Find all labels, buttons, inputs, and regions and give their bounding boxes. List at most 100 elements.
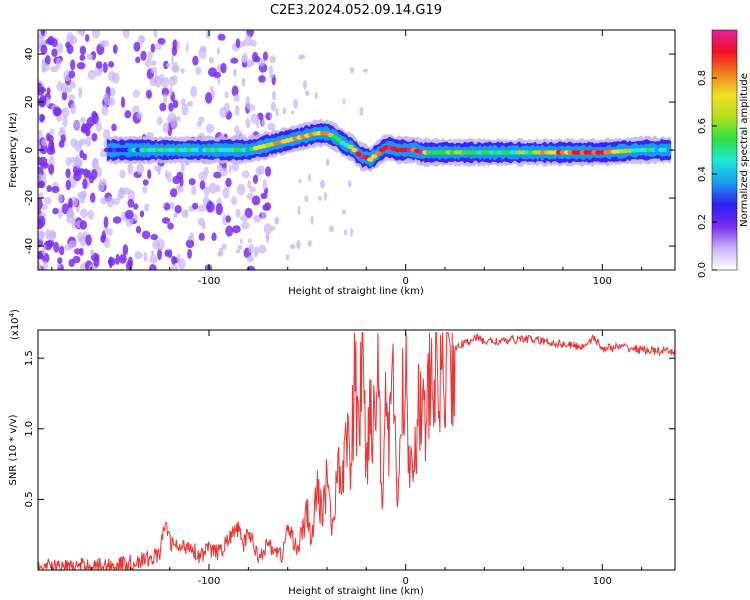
spectrogram-noise-blob	[41, 244, 46, 257]
spectrogram-noise-blob	[58, 245, 65, 256]
spectrogram-noise-blob	[250, 39, 257, 47]
spectrogram-noise-blob	[203, 186, 210, 197]
spectrogram-noise-blob	[180, 98, 186, 106]
spectrogram-noise-blob	[95, 121, 103, 132]
spectrogram-noise-blob	[61, 91, 68, 101]
spectrogram-noise-blob	[166, 63, 171, 68]
spectrogram-noise-blob	[318, 195, 322, 201]
spectrogram-ridge-cell	[347, 144, 354, 149]
spectrogram-noise-blob	[198, 47, 207, 59]
spectrogram-noise-blob	[118, 254, 127, 264]
spectrogram-noise-blob	[256, 118, 260, 129]
spectrogram-noise-blob	[38, 180, 45, 189]
spectrogram-noise-blob	[185, 209, 189, 218]
spectrogram-noise-blob	[225, 177, 232, 188]
spectrogram-noise-blob	[111, 198, 120, 205]
spectrogram-noise-blob	[285, 254, 290, 261]
spectrogram-noise-blob	[91, 132, 98, 142]
spectrogram-noise-blob	[79, 235, 88, 247]
spectrogram-noise-blob	[229, 164, 232, 174]
spectrogram-noise-blob	[146, 89, 152, 99]
spectrogram-noise-blob	[248, 243, 255, 254]
spectrogram-noise-blob	[164, 249, 170, 257]
spectrogram-noise-blob	[159, 102, 167, 112]
spectrogram-noise-blob	[282, 107, 287, 115]
spectrogram-noise-blob	[179, 176, 184, 187]
spectrogram-noise-blob	[142, 179, 149, 186]
snr-ticks: -100 0 100 0.5 1.0 1.5	[24, 330, 675, 587]
spectrogram-noise-blob	[262, 179, 267, 191]
spectrogram-noise-blob	[267, 122, 276, 131]
spectrogram-noise-blob	[170, 263, 179, 270]
spectrogram-noise-blob	[258, 165, 265, 175]
spectrogram-ridge-cell	[351, 147, 358, 153]
spectrogram-noise-blob	[216, 47, 220, 56]
colorbar-ticks: 0.0 0.2 0.4 0.6 0.8	[697, 70, 717, 278]
spectrogram-noise-blob	[72, 255, 81, 264]
spectrogram-noise-blob	[48, 134, 54, 143]
spectrogram-noise-blob	[325, 158, 330, 167]
spectrogram-noise-blob	[115, 253, 120, 266]
spectrogram-noise-blob	[68, 70, 76, 79]
spectrogram-noise-blob	[38, 263, 42, 270]
spectrogram-noise-blob	[245, 96, 251, 108]
spectrogram-noise-blob	[136, 162, 145, 175]
spectrogram-ridge-cell	[374, 151, 382, 156]
spectrogram-ridge-cell	[371, 154, 378, 159]
spectrogram-noise-blob	[101, 104, 109, 116]
spectrogram-noise-blob	[224, 91, 229, 99]
spectrogram-noise-blob	[167, 222, 174, 230]
colorbar-tick-label: 0.8	[697, 70, 708, 86]
spectrogram-y-axis-label: Frequency (Hz)	[8, 112, 19, 188]
spectrogram-noise-blob	[161, 87, 170, 97]
snr-x-tick-label: 100	[593, 576, 612, 587]
spectrogram-noise-blob	[323, 191, 327, 201]
spectrogram-noise-blob	[269, 113, 273, 120]
spectrogram-noise-blob	[75, 159, 83, 169]
spectrogram-noise-blob	[185, 239, 195, 249]
spectrogram-noise-blob	[241, 77, 246, 87]
snr-y-multiplier-base: (x10	[10, 317, 21, 340]
spectrogram-noise-blob	[149, 264, 157, 270]
spectrogram-x-tick-label: 100	[593, 276, 612, 287]
spectrogram-noise-blob	[192, 55, 199, 66]
spectrogram-noise-blob	[307, 240, 312, 247]
spectrogram-noise-blob	[46, 185, 52, 193]
spectrogram-noise-blob	[252, 215, 262, 223]
spectrogram-noise-blob	[293, 98, 298, 109]
spectrogram-noise-blob	[254, 250, 258, 258]
spectrogram-noise-blob	[347, 180, 352, 188]
spectrogram-noise-blob	[43, 240, 53, 251]
spectrogram-noise-blob	[298, 54, 304, 60]
spectrogram-noise-blob	[172, 39, 177, 50]
spectrogram-noise-blob	[208, 56, 214, 64]
spectrogram-noise-blob	[132, 89, 141, 98]
spectrogram-noise-blob	[46, 87, 51, 95]
spectrogram-x-tick-label: 0	[403, 276, 409, 287]
spectrogram-noise-blob	[86, 117, 96, 127]
spectrogram-noise-blob	[177, 253, 181, 262]
spectrogram-noise-blob	[119, 169, 126, 179]
spectrogram-heatmap	[38, 30, 673, 270]
spectrogram-noise-blob	[263, 223, 272, 235]
spectrogram-noise-blob	[205, 123, 215, 134]
spectrogram-noise-blob	[154, 73, 159, 83]
spectrogram-noise-blob	[271, 90, 277, 101]
snr-y-tick-label: 1.0	[24, 421, 35, 437]
spectrogram-noise-blob	[350, 227, 353, 237]
spectrogram-noise-blob	[157, 37, 166, 45]
spectrogram-noise-blob	[296, 239, 301, 250]
spectrogram-noise-blob	[241, 52, 248, 63]
spectrogram-noise-blob	[124, 110, 132, 119]
spectrogram-y-tick-label: 20	[24, 96, 35, 109]
spectrogram-noise-blob	[217, 77, 221, 85]
spectrogram-noise-blob	[50, 65, 59, 73]
snr-y-multiplier: (x104)	[8, 309, 21, 340]
spectrogram-noise-blob	[151, 60, 157, 66]
spectrogram-noise-blob	[80, 208, 88, 218]
spectrogram-noise-blob	[56, 115, 62, 122]
snr-y-multiplier-close: )	[10, 309, 21, 313]
spectrogram-noise-blob	[112, 216, 122, 224]
spectrogram-noise-blob	[108, 70, 116, 82]
spectrogram-noise-blob	[173, 74, 178, 85]
